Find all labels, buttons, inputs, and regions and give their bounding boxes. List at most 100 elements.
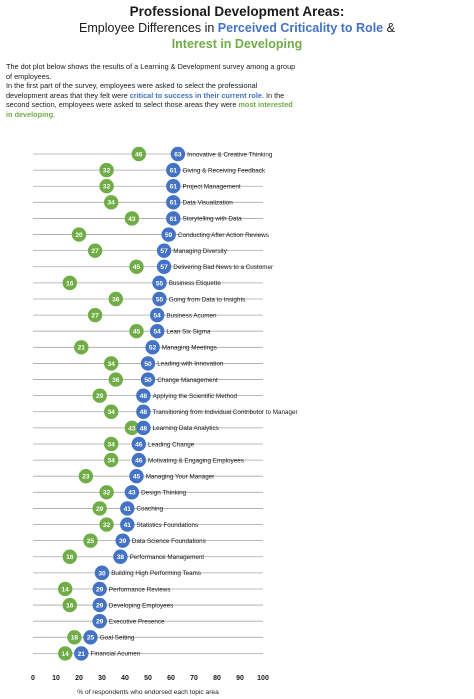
interest-value-label: 20 <box>75 232 83 239</box>
dot-row: 34 61 Data Visualization <box>33 195 263 210</box>
dot-row: 2929Executive Presence <box>33 613 263 629</box>
x-tick-label: 100 <box>257 675 269 682</box>
critical-value-label: 63 <box>174 151 182 158</box>
interest-dot <box>104 356 119 371</box>
interest-value-label: 36 <box>112 296 120 303</box>
interest-value-label: 34 <box>108 361 116 368</box>
critical-value-label: 41 <box>124 522 132 529</box>
topic-label: Transitioning from Individual Contributo… <box>153 409 298 416</box>
critical-value-label: 41 <box>124 506 132 513</box>
interest-value-label: 29 <box>96 506 104 513</box>
critical-dot <box>145 340 160 355</box>
interest-dot <box>62 597 77 613</box>
x-tick-label: 60 <box>167 675 175 682</box>
interest-value-label: 18 <box>71 635 79 642</box>
interest-value-label: 16 <box>66 602 74 609</box>
interest-value-label: 34 <box>108 200 116 207</box>
x-tick-label: 30 <box>98 675 106 682</box>
interest-value-label: 32 <box>103 522 111 529</box>
intro-p2-part-5: . <box>53 109 56 119</box>
intro-paragraph-1: The dot plot below shows the results of … <box>6 62 296 81</box>
x-tick-label: 10 <box>52 675 60 682</box>
interest-value-label: 45 <box>133 329 141 336</box>
topic-label: Going from Data to Insights <box>169 296 246 303</box>
interest-value-label: 14 <box>62 651 70 658</box>
x-tick-label: 90 <box>236 675 244 682</box>
dot-row: 21 52 Managing Meetings <box>33 340 263 355</box>
dot-row: 23 45 Managing Your Manager <box>33 469 263 484</box>
interest-value-label: 32 <box>103 184 111 191</box>
interest-value-label: 34 <box>108 441 116 448</box>
dot-row: 27 57 Managing Diversity <box>33 243 263 258</box>
dot-row: 34 46 Leading Change <box>33 436 263 452</box>
topic-label: Business Etiquette <box>169 280 222 287</box>
critical-value-label: 29 <box>96 586 104 593</box>
topic-label: Conducting After Action Reviews <box>178 232 269 239</box>
dot-row: 45 54 Lean Six Sigma <box>33 324 263 339</box>
topic-label: Data Visualization <box>183 200 234 207</box>
interest-dot <box>87 307 103 323</box>
dot-row: 3030Building High Performing Teams <box>33 565 263 581</box>
critical-value-label: 21 <box>78 651 86 658</box>
dot-row: 32 61 Project Management <box>33 179 263 194</box>
intro-p2-part-1: In the first part of the survey, employe… <box>6 81 258 100</box>
interest-value-label: 45 <box>133 264 141 271</box>
critical-value-label: 61 <box>170 184 178 191</box>
interest-value-label: 32 <box>103 168 111 175</box>
topic-label: Managing Your Manager <box>146 474 215 481</box>
topic-label: Managing Meetings <box>162 345 217 352</box>
critical-value-label: 61 <box>170 168 178 175</box>
interest-dot <box>83 533 98 548</box>
topic-label: Developing Employees <box>109 602 173 609</box>
critical-value-label: 25 <box>87 635 95 642</box>
topic-label: Performance Management <box>130 554 205 561</box>
dot-row: 36 50 Change Management <box>33 372 263 387</box>
critical-dot <box>166 195 181 210</box>
dot-row: 34 50 Leading with Innovation <box>33 356 263 371</box>
critical-dot <box>136 404 151 419</box>
interest-dot <box>87 243 103 258</box>
interest-value-label: 43 <box>128 425 136 432</box>
critical-dot <box>140 356 156 371</box>
critical-dot <box>92 613 107 629</box>
critical-value-label: 55 <box>156 296 164 303</box>
interest-value-label: 27 <box>91 248 99 255</box>
topic-label: Innovative & Creative Thinking <box>187 151 273 158</box>
dot-row: 43 48 Learning Data Analytics <box>33 420 263 436</box>
interest-dot <box>57 646 73 661</box>
topic-label: Statistics Foundations <box>137 522 199 529</box>
critical-dot <box>140 372 156 387</box>
x-axis-label: % of respondents who endorsed each topic… <box>77 689 219 696</box>
interest-value-label: 16 <box>66 554 74 561</box>
interest-dot <box>99 179 114 194</box>
topic-label: Financial Acumen <box>91 651 141 658</box>
dot-row: 32 43 Design Thinking <box>33 485 263 500</box>
x-tick-label: 80 <box>213 675 221 682</box>
interest-value-label: 43 <box>128 216 136 223</box>
topic-label: Building High Performing Teams <box>111 570 201 577</box>
topic-label: Leading with Innovation <box>157 361 224 368</box>
dot-row: 29 41 Coaching <box>33 501 263 516</box>
intro-text: The dot plot below shows the results of … <box>6 62 296 120</box>
interest-value-label: 46 <box>135 151 143 158</box>
critical-value-label: 59 <box>165 232 173 239</box>
topic-label: Executive Presence <box>109 618 165 625</box>
interest-value-label: 21 <box>78 345 86 352</box>
title-critical-phrase: Perceived Criticality to Role <box>217 21 384 35</box>
x-tick-label: 50 <box>144 675 152 682</box>
interest-dot <box>71 227 87 242</box>
x-tick-label: 20 <box>75 675 83 682</box>
interest-value-label: 36 <box>112 377 120 384</box>
critical-dot <box>156 243 172 258</box>
interest-dot <box>99 517 114 532</box>
dot-row: 43 61 Storytelling with Data <box>33 211 263 226</box>
topic-label: Managing Diversity <box>173 248 227 255</box>
critical-dot <box>156 259 172 274</box>
critical-value-label: 61 <box>170 216 178 223</box>
x-tick-label: 70 <box>190 675 198 682</box>
topic-label: Delivering Bad News to a Customer <box>173 264 273 271</box>
title-line-1: Professional Development Areas: <box>129 4 345 19</box>
dot-row: 27 54 Business Acumen <box>33 307 263 323</box>
critical-value-label: 45 <box>133 474 141 481</box>
